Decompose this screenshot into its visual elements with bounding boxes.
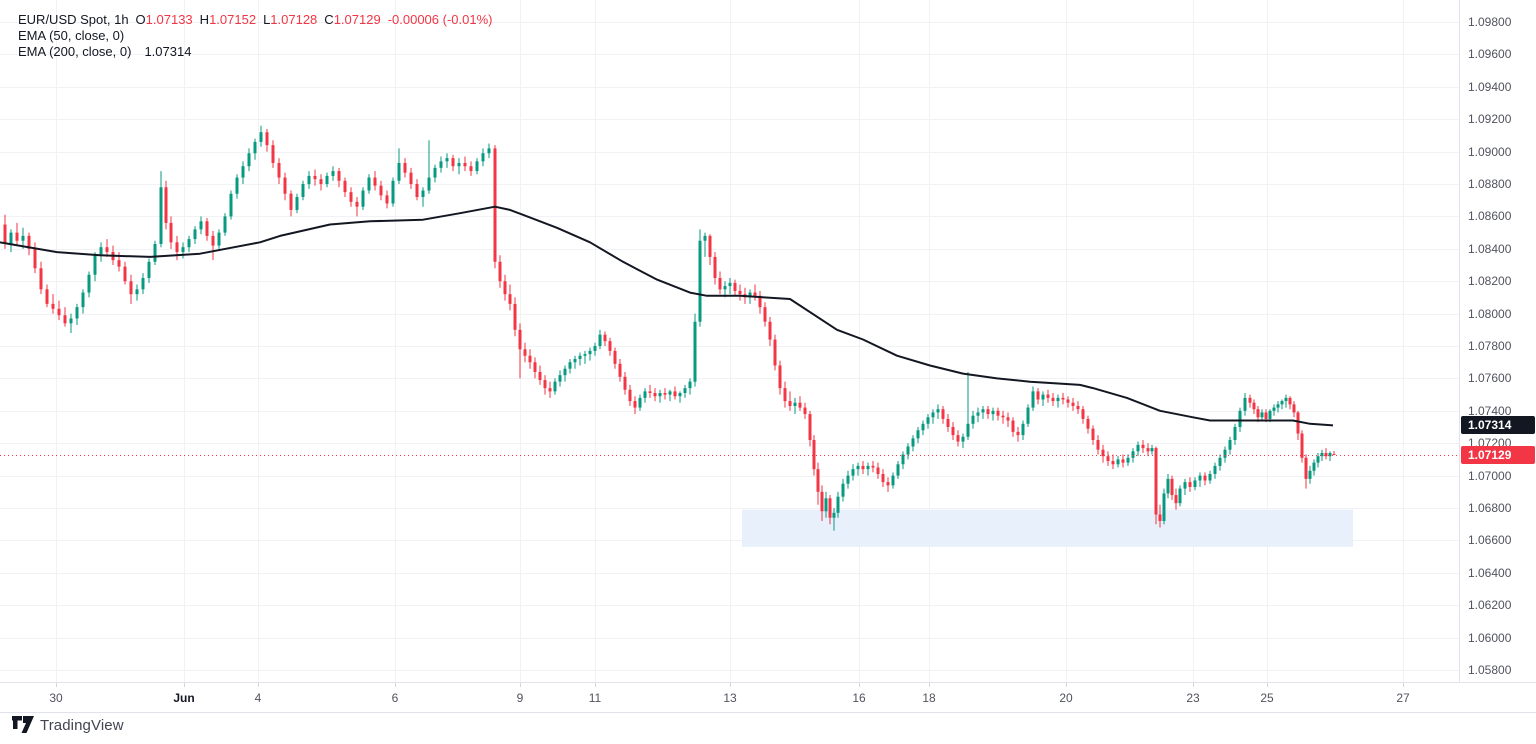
price-tick-label: 1.08400 (1468, 241, 1512, 256)
price-tick-label: 1.07000 (1468, 468, 1512, 483)
time-tick-label: 18 (922, 690, 936, 705)
open-label: O (135, 12, 146, 27)
ema50-label: EMA (50, close, 0) (18, 28, 125, 43)
symbol-title: EUR/USD Spot, 1h (18, 12, 129, 27)
time-tick-label: 23 (1186, 690, 1200, 705)
price-tick-label: 1.09200 (1468, 112, 1512, 127)
ema200-label: EMA (200, close, 0) (18, 44, 132, 59)
price-tick-label: 1.06000 (1468, 630, 1512, 645)
price-tick-label: 1.08800 (1468, 177, 1512, 192)
time-tick-label: 16 (852, 690, 866, 705)
change-value: -0.00006 (-0.01%) (387, 12, 493, 27)
time-tick-mark (184, 683, 185, 687)
time-tick-label: 27 (1396, 690, 1410, 705)
time-tick-mark (1193, 683, 1194, 687)
time-tick-mark (1403, 683, 1404, 687)
low-value: 1.07128 (270, 12, 318, 27)
price-tick-label: 1.07800 (1468, 339, 1512, 354)
price-tick-label: 1.07600 (1468, 371, 1512, 386)
last-price-label: 1.07129 (1461, 445, 1535, 464)
time-tick-label: 20 (1059, 690, 1073, 705)
time-tick-mark (395, 683, 396, 687)
time-tick-label: 25 (1260, 690, 1274, 705)
price-tick-label: 1.08000 (1468, 306, 1512, 321)
tradingview-logo-text: TradingView (40, 716, 124, 734)
time-tick-mark (1267, 683, 1268, 687)
time-tick-mark (929, 683, 930, 687)
time-tick-mark (520, 683, 521, 687)
close-value: 1.07129 (333, 12, 381, 27)
price-tick-label: 1.08200 (1468, 274, 1512, 289)
price-tick-label: 1.06400 (1468, 565, 1512, 580)
ema200-value: 1.07314 (144, 44, 192, 59)
price-tick-label: 1.06800 (1468, 501, 1512, 516)
grid-lines (0, 0, 1459, 682)
time-tick-mark (595, 683, 596, 687)
ohlc-values: O1.07133 H1.07152 L1.07128 C1.07129 -0.0… (136, 12, 493, 27)
time-tick-label: 4 (254, 690, 262, 705)
ema200-line[interactable] (0, 205, 1334, 427)
time-tick-mark (258, 683, 259, 687)
close-label: C (324, 12, 334, 27)
time-tick-label: 11 (588, 690, 602, 705)
time-axis[interactable]: 30 Jun 4 6 9 11 13 16 18 20 23 25 27 (0, 682, 1536, 713)
low-label: L (263, 12, 271, 27)
time-tick-mark (859, 683, 860, 687)
ema200-legend-row[interactable]: EMA (200, close, 0) 1.07314 (18, 44, 492, 59)
price-tick-label: 1.05800 (1468, 663, 1512, 677)
price-tick-label: 1.09600 (1468, 47, 1512, 62)
price-tick-label: 1.06600 (1468, 533, 1512, 548)
high-value: 1.07152 (209, 12, 257, 27)
price-tick-label: 1.07400 (1468, 403, 1512, 418)
price-tick-label: 1.08600 (1468, 209, 1512, 224)
ema200-price-label: 1.07314 (1461, 415, 1535, 434)
support-zone-rect[interactable] (742, 509, 1353, 547)
open-value: 1.07133 (145, 12, 193, 27)
price-tick-label: 1.06200 (1468, 598, 1512, 613)
tradingview-logo[interactable]: TradingView (12, 716, 124, 734)
time-tick-label: 9 (516, 690, 524, 705)
chart-legend: EUR/USD Spot, 1h O1.07133 H1.07152 L1.07… (18, 12, 492, 60)
price-tick-label: 1.09000 (1468, 144, 1512, 159)
time-tick-mark (730, 683, 731, 687)
tradingview-logo-icon (12, 716, 34, 733)
time-tick-mark (1066, 683, 1067, 687)
time-tick-label: 30 (49, 690, 63, 705)
time-tick-label: 6 (391, 690, 399, 705)
price-axis[interactable]: 1.09800 1.09600 1.09400 1.09200 1.09000 1.088… (1459, 0, 1536, 682)
time-tick-label: 13 (723, 690, 737, 705)
ema50-legend-row[interactable]: EMA (50, close, 0) (18, 28, 492, 43)
symbol-legend-row[interactable]: EUR/USD Spot, 1h O1.07133 H1.07152 L1.07… (18, 12, 492, 27)
time-tick-mark (56, 683, 57, 687)
time-tick-label: Jun (173, 690, 195, 705)
chart-pane[interactable] (0, 0, 1459, 682)
price-tick-label: 1.09400 (1468, 79, 1512, 94)
candles-series (3, 125, 1336, 531)
price-tick-label: 1.09800 (1468, 15, 1512, 30)
high-label: H (199, 12, 210, 27)
